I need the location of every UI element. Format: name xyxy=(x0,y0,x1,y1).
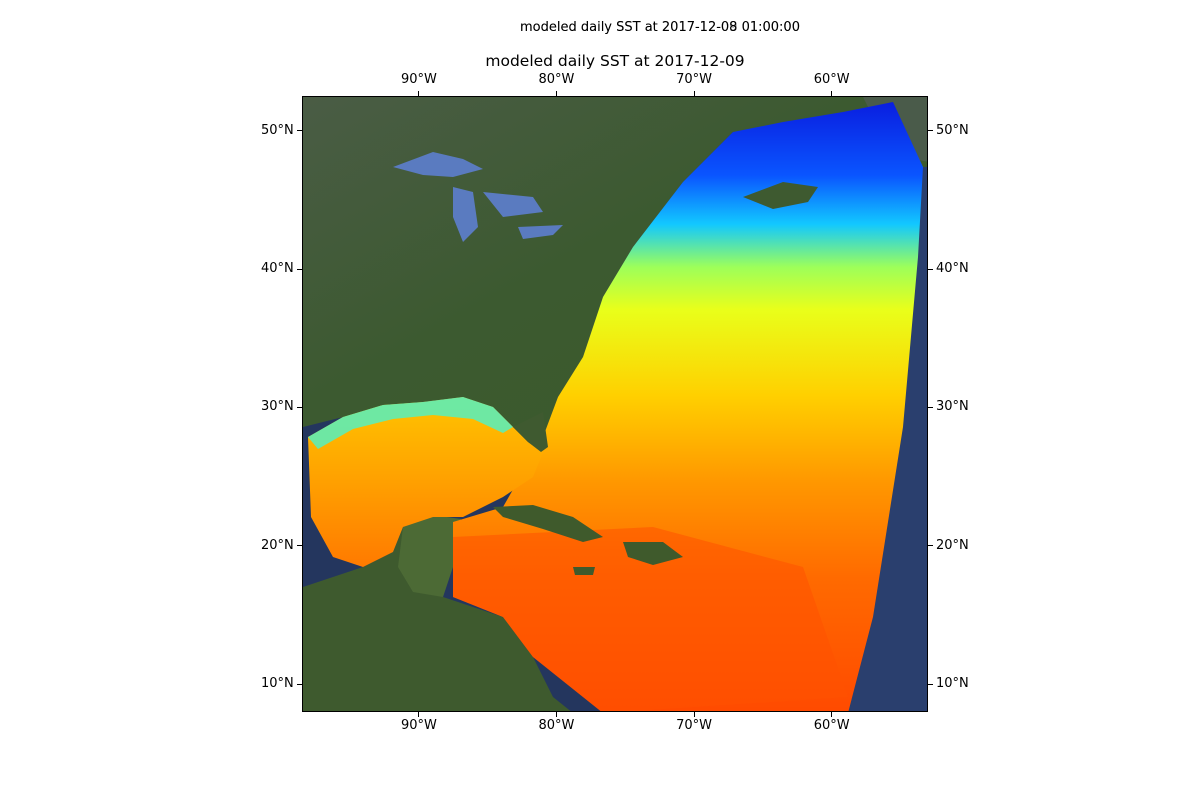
land-central-america xyxy=(303,517,571,711)
land-jamaica xyxy=(573,567,595,575)
x-tick-mark-bottom xyxy=(556,712,558,717)
y-tick-label-left: 50°N xyxy=(261,122,294,138)
x-tick-label-bottom: 90°W xyxy=(400,718,437,733)
land-north-america xyxy=(303,97,927,442)
x-tick-label-top: 70°W xyxy=(676,72,713,87)
y-tick-mark-right xyxy=(928,130,933,132)
map-title: modeled daily SST at 2017-12-09 xyxy=(485,52,745,70)
sst-gulf-coastal-band xyxy=(308,397,513,449)
y-tick-mark-right xyxy=(928,545,933,547)
land-hispaniola xyxy=(623,542,683,565)
y-tick-mark-left xyxy=(297,406,302,408)
land-cuba xyxy=(493,505,603,542)
y-tick-label-left: 40°N xyxy=(261,261,294,277)
sst-map xyxy=(302,96,928,712)
x-tick-label-top: 80°W xyxy=(538,72,575,87)
figure-suptitle-overlap: modeled daily SST at 2017-12-09 01:00:00 xyxy=(520,20,800,35)
x-tick-label-bottom: 80°W xyxy=(538,718,575,733)
y-tick-mark-right xyxy=(928,683,933,685)
land-yucatan xyxy=(398,515,461,597)
y-tick-mark-right xyxy=(928,406,933,408)
y-tick-label-left: 20°N xyxy=(261,537,294,553)
y-tick-mark-left xyxy=(297,545,302,547)
land-nova-scotia xyxy=(743,182,818,209)
x-tick-mark-top xyxy=(693,91,695,96)
x-tick-label-top: 60°W xyxy=(813,72,850,87)
x-tick-mark-top xyxy=(831,91,833,96)
y-tick-mark-left xyxy=(297,268,302,270)
great-lakes xyxy=(393,152,563,242)
y-tick-label-right: 40°N xyxy=(936,261,969,277)
y-tick-mark-left xyxy=(297,130,302,132)
y-tick-label-left: 30°N xyxy=(261,399,294,415)
y-tick-label-right: 50°N xyxy=(936,122,969,138)
y-tick-mark-left xyxy=(297,683,302,685)
sst-map-canvas xyxy=(303,97,927,711)
y-tick-label-left: 10°N xyxy=(261,676,294,692)
x-tick-mark-bottom xyxy=(693,712,695,717)
x-tick-label-top: 90°W xyxy=(400,72,437,87)
x-tick-label-bottom: 60°W xyxy=(813,718,850,733)
x-tick-label-bottom: 70°W xyxy=(676,718,713,733)
x-tick-mark-bottom xyxy=(418,712,420,717)
x-tick-mark-bottom xyxy=(831,712,833,717)
figure-suptitle: modeled daily SST at 2017-12-08 01:00:00 xyxy=(520,20,800,35)
sst-field-gulf xyxy=(308,397,543,567)
ocean-outside-domain xyxy=(848,167,927,711)
land-florida xyxy=(513,412,548,452)
sst-caribbean xyxy=(453,527,848,711)
y-tick-label-right: 20°N xyxy=(936,537,969,553)
y-tick-mark-right xyxy=(928,268,933,270)
x-tick-mark-top xyxy=(418,91,420,96)
x-tick-mark-top xyxy=(556,91,558,96)
y-tick-label-right: 10°N xyxy=(936,676,969,692)
y-tick-label-right: 30°N xyxy=(936,399,969,415)
